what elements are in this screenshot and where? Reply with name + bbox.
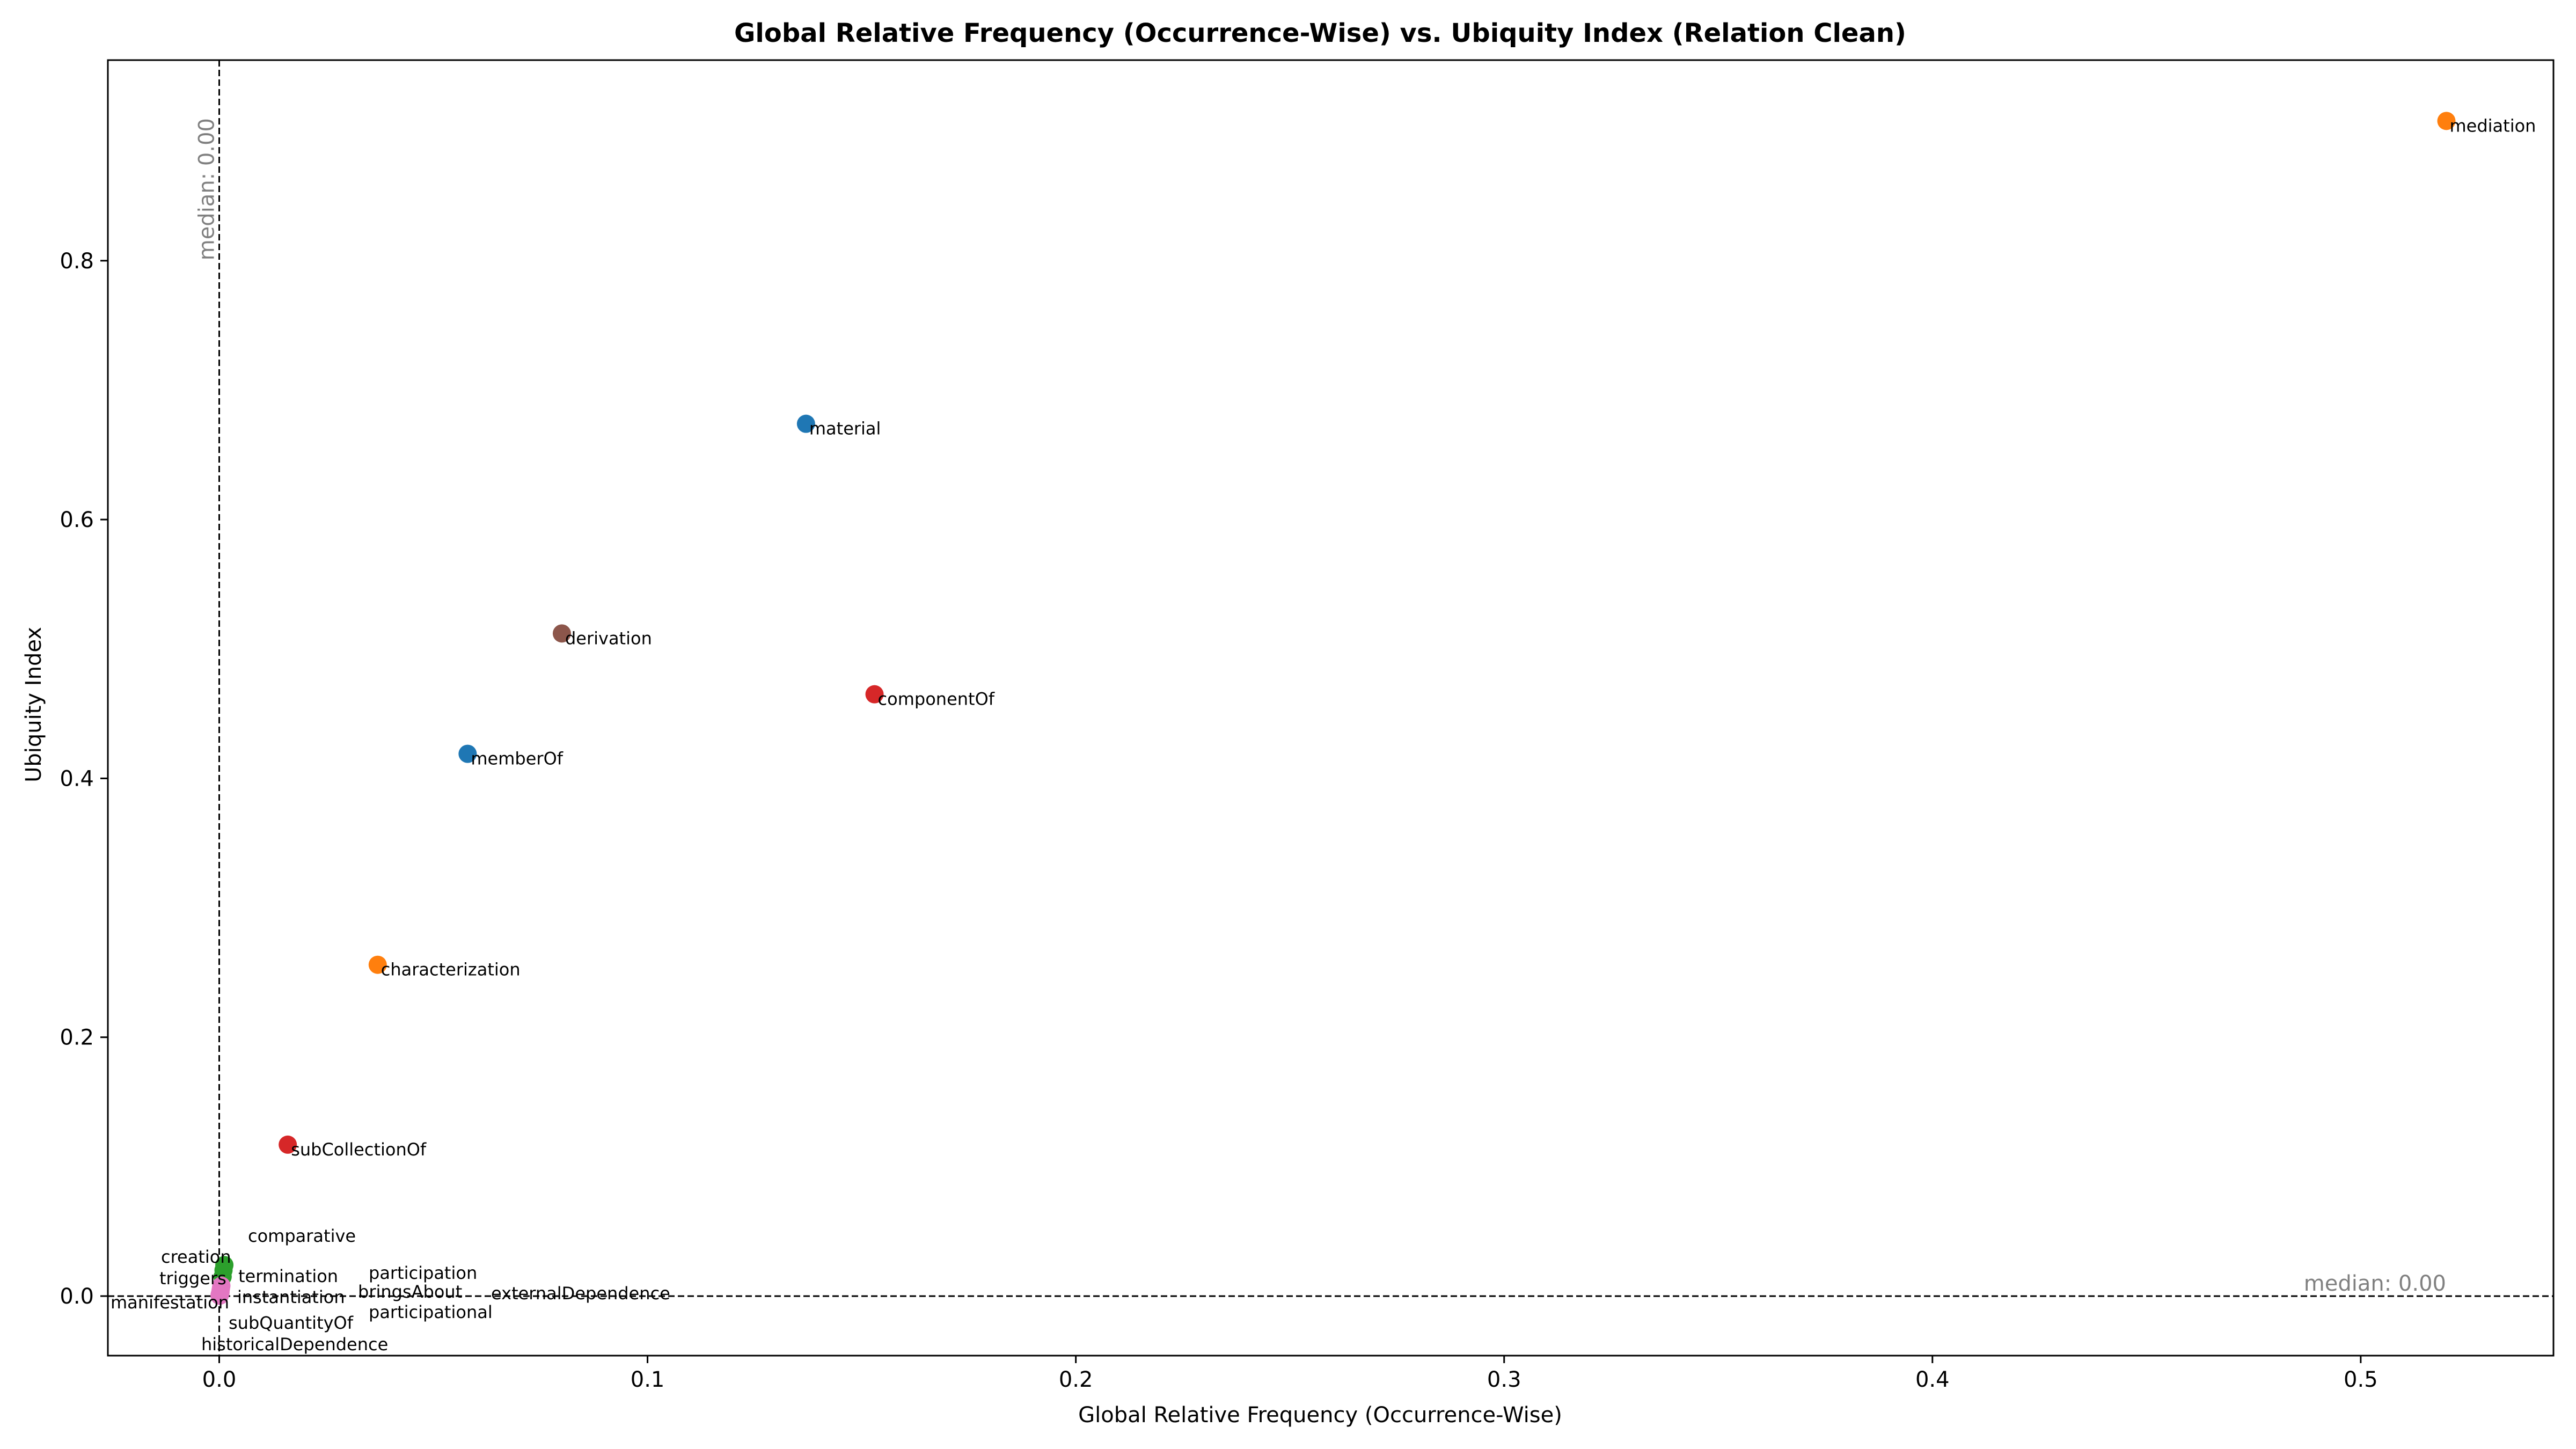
x-tick-label: 0.3 bbox=[1487, 1367, 1521, 1392]
plot-area: 0.0 0.1 0.2 0.3 0.4 0.5 0.0 0.2 0.4 0.6 0.8 median:… bbox=[60, 60, 2553, 1392]
y-axis-label: Ubiquity Index bbox=[21, 627, 46, 782]
x-axis-label: Global Relative Frequency (Occurrence-Wi… bbox=[1078, 1403, 1562, 1428]
data-point bbox=[796, 414, 815, 433]
x-tick-label: 0.5 bbox=[2344, 1367, 2378, 1392]
point-label: termination bbox=[238, 1266, 338, 1286]
point-label: subCollectionOf bbox=[291, 1139, 427, 1160]
data-point bbox=[865, 685, 884, 704]
point-label: creation bbox=[161, 1247, 231, 1267]
point-label: subQuantityOf bbox=[229, 1313, 354, 1333]
point-label: characterization bbox=[381, 960, 521, 980]
y-tick-label: 0.2 bbox=[60, 1026, 94, 1050]
x-tick-label: 0.4 bbox=[1915, 1367, 1950, 1392]
x-tick-label: 0.1 bbox=[631, 1367, 665, 1392]
point-label: bringsAbout bbox=[358, 1282, 462, 1302]
point-label: comparative bbox=[248, 1226, 356, 1246]
data-point bbox=[552, 624, 571, 643]
y-tick-label: 0.8 bbox=[60, 249, 94, 274]
y-tick-label: 0.0 bbox=[60, 1284, 94, 1309]
x-tick-label: 0.2 bbox=[1059, 1367, 1093, 1392]
point-label: material bbox=[809, 419, 881, 439]
point-label: manifestation bbox=[111, 1292, 229, 1313]
point-label: triggers bbox=[159, 1268, 226, 1289]
median-y-label: median: 0.00 bbox=[2304, 1271, 2446, 1296]
data-point bbox=[2437, 112, 2456, 130]
point-label: externalDependence bbox=[491, 1283, 670, 1304]
point-label: memberOf bbox=[471, 749, 563, 769]
data-point bbox=[368, 955, 387, 974]
plot-frame bbox=[107, 59, 2555, 1357]
data-point bbox=[458, 744, 477, 763]
x-tick-label: 0.0 bbox=[202, 1367, 237, 1392]
y-tick-label: 0.4 bbox=[60, 766, 94, 791]
point-label: componentOf bbox=[878, 689, 995, 709]
y-tick-label: 0.6 bbox=[60, 508, 94, 532]
point-label: derivation bbox=[565, 628, 652, 648]
point-label: mediation bbox=[2449, 115, 2536, 136]
data-point bbox=[210, 1286, 229, 1305]
point-label: historicalDependence bbox=[201, 1334, 388, 1355]
point-label: participation bbox=[369, 1263, 477, 1283]
data-point bbox=[279, 1135, 297, 1154]
chart-title: Global Relative Frequency (Occurrence-Wi… bbox=[734, 18, 1906, 48]
median-x-label: median: 0.00 bbox=[194, 118, 219, 260]
point-label: participational bbox=[369, 1302, 493, 1322]
point-label: instantiation bbox=[237, 1287, 345, 1307]
